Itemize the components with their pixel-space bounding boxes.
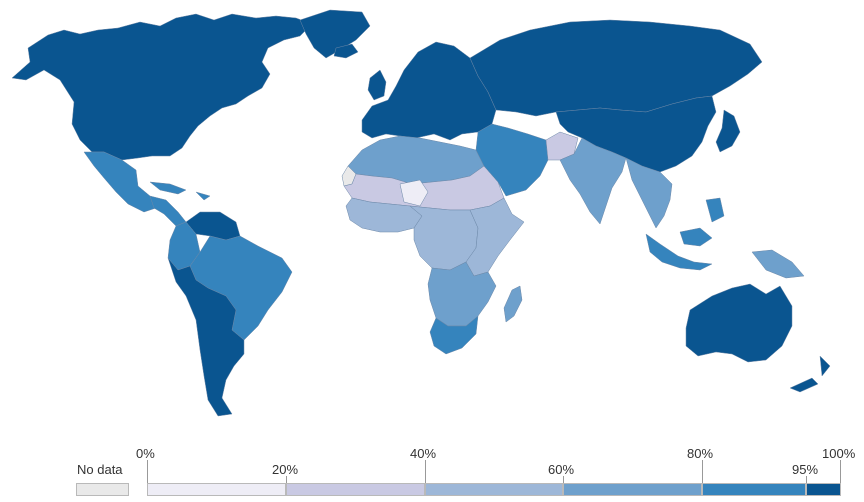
legend-tick-100 bbox=[840, 460, 841, 483]
region-iceland[interactable] bbox=[333, 43, 359, 59]
region-japan[interactable] bbox=[715, 109, 741, 153]
legend-label-40: 40% bbox=[410, 446, 437, 461]
legend-bin-20-40 bbox=[286, 483, 425, 496]
legend-label-20: 20% bbox=[272, 462, 299, 477]
legend-label-80: 80% bbox=[687, 446, 714, 461]
region-maritime-se-asia[interactable] bbox=[645, 197, 725, 271]
no-data-label: No data bbox=[77, 462, 123, 477]
region-madagascar[interactable] bbox=[503, 285, 523, 323]
legend-bin-95-100 bbox=[806, 483, 841, 496]
legend-label-0: 0% bbox=[136, 446, 155, 461]
region-new-zealand[interactable] bbox=[789, 355, 831, 393]
region-southeast-asia[interactable] bbox=[625, 157, 673, 229]
region-southern-africa[interactable] bbox=[427, 261, 497, 327]
legend-tick-40 bbox=[425, 460, 426, 483]
region-south-africa[interactable] bbox=[429, 315, 479, 355]
legend-bin-40-60 bbox=[425, 483, 563, 496]
legend-bin-60-80 bbox=[563, 483, 702, 496]
legend-bin-0-20 bbox=[147, 483, 286, 496]
legend-label-100: 100% bbox=[822, 446, 856, 461]
legend-tick-0 bbox=[147, 460, 148, 483]
region-sahel-dark[interactable] bbox=[399, 179, 429, 207]
region-southern-cone[interactable] bbox=[167, 257, 245, 417]
legend-label-95: 95% bbox=[792, 462, 819, 477]
region-new-guinea[interactable] bbox=[751, 249, 805, 279]
region-middle-east[interactable] bbox=[475, 123, 549, 197]
region-uk-ireland[interactable] bbox=[367, 69, 387, 101]
legend-tick-95 bbox=[806, 476, 807, 483]
region-caribbean[interactable] bbox=[149, 181, 211, 201]
legend-label-60: 60% bbox=[548, 462, 575, 477]
legend-bin-80-95 bbox=[702, 483, 806, 496]
legend-tick-60 bbox=[563, 476, 564, 483]
region-south-asia[interactable] bbox=[559, 137, 627, 225]
region-australia[interactable] bbox=[685, 283, 793, 363]
legend-tick-20 bbox=[286, 476, 287, 483]
no-data-swatch bbox=[76, 483, 129, 496]
legend-tick-80 bbox=[702, 460, 703, 483]
region-east-africa[interactable] bbox=[465, 197, 525, 277]
world-map bbox=[11, 9, 831, 417]
